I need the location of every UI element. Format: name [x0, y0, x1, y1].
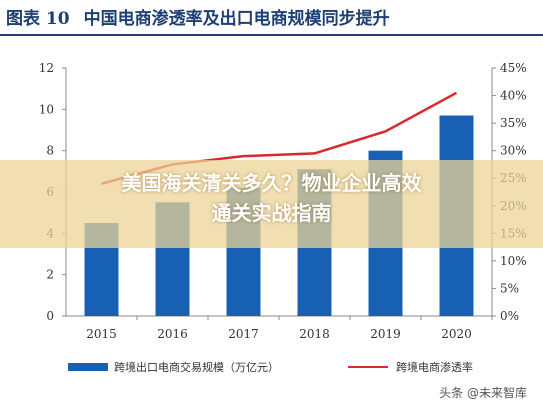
x-tick-label: 2020 [441, 327, 472, 341]
y-right-tick-label: 5% [500, 281, 519, 295]
y-left-tick-label: 12 [39, 61, 54, 75]
y-left-tick-label: 8 [46, 144, 54, 158]
overlay-line-1: 美国海关清关多久？物业企业高效 [121, 171, 422, 195]
figure-title: 图表 10 中国电商渗透率及出口电商规模同步提升 [6, 4, 390, 29]
figure-label: 图表 10 [6, 9, 70, 29]
y-left-tick-label: 10 [39, 102, 54, 116]
y-right-tick-label: 30% [500, 144, 527, 158]
y-left-tick-label: 0 [46, 309, 54, 323]
legend-bar-swatch [68, 363, 108, 371]
y-right-tick-label: 0% [500, 309, 519, 323]
x-tick-label: 2017 [228, 327, 259, 341]
y-right-tick-label: 45% [500, 61, 527, 75]
watermark: 头条 @未来智库 [439, 386, 527, 400]
overlay-headline: 美国海关清关多久？物业企业高效 通关实战指南 [0, 168, 543, 228]
y-right-tick-label: 10% [500, 254, 527, 268]
x-tick-label: 2018 [299, 327, 330, 341]
y-left-tick-label: 2 [46, 268, 54, 282]
legend-bar-label: 跨境出口电商交易规模（万亿元） [114, 361, 279, 374]
chart-legend: 跨境出口电商交易规模（万亿元） 跨境电商渗透率 [0, 356, 543, 378]
y-right-tick-label: 40% [500, 89, 527, 103]
title-rule [0, 34, 543, 36]
y-right-tick-label: 35% [500, 116, 527, 130]
overlay-line-2: 通关实战指南 [211, 201, 332, 225]
x-tick-label: 2016 [157, 327, 188, 341]
x-tick-label: 2019 [370, 327, 401, 341]
figure-title-text: 中国电商渗透率及出口电商规模同步提升 [83, 9, 390, 29]
x-tick-label: 2015 [86, 327, 117, 341]
overlay-banner [0, 160, 543, 248]
legend-line-swatch [348, 366, 388, 368]
legend-line-label: 跨境电商渗透率 [396, 361, 473, 374]
